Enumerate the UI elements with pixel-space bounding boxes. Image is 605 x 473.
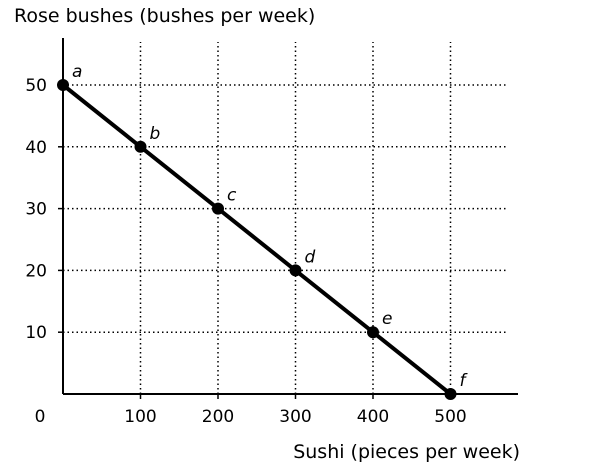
grid: [63, 42, 506, 394]
y-tick-label-40: 40: [25, 138, 47, 158]
x-tick-label-400: 400: [357, 407, 389, 427]
tick-labels: 100 200 300 400 500 10 20 30 40 50: [25, 76, 466, 427]
y-axis-title: Rose bushes (bushes per week): [14, 5, 315, 27]
point-label-c: c: [227, 186, 237, 206]
x-axis-title: Sushi (pieces per week): [293, 441, 520, 463]
axes: [58, 38, 518, 399]
series: a b c d e f: [57, 62, 469, 400]
point-label-d: d: [305, 247, 316, 267]
data-point-d: [289, 264, 302, 277]
x-tick-label-500: 500: [434, 407, 466, 427]
x-tick-label-200: 200: [202, 407, 234, 427]
y-tick-label-10: 10: [25, 323, 47, 343]
origin-label: 0: [35, 407, 46, 427]
point-label-e: e: [382, 309, 392, 329]
y-tick-label-30: 30: [25, 200, 47, 220]
data-point-a: [57, 79, 69, 91]
point-label-a: a: [72, 62, 82, 82]
data-point-e: [367, 326, 379, 339]
point-label-f: f: [460, 371, 469, 391]
y-tick-label-50: 50: [25, 76, 47, 96]
x-tick-label-100: 100: [124, 407, 156, 427]
data-point-c: [212, 202, 224, 215]
data-point-b: [134, 140, 147, 153]
x-tick-label-300: 300: [279, 407, 311, 427]
series-line-0: [61, 83, 453, 396]
y-tick-label-20: 20: [25, 261, 47, 281]
data-point-f: [444, 388, 457, 400]
point-label-b: b: [150, 124, 161, 144]
